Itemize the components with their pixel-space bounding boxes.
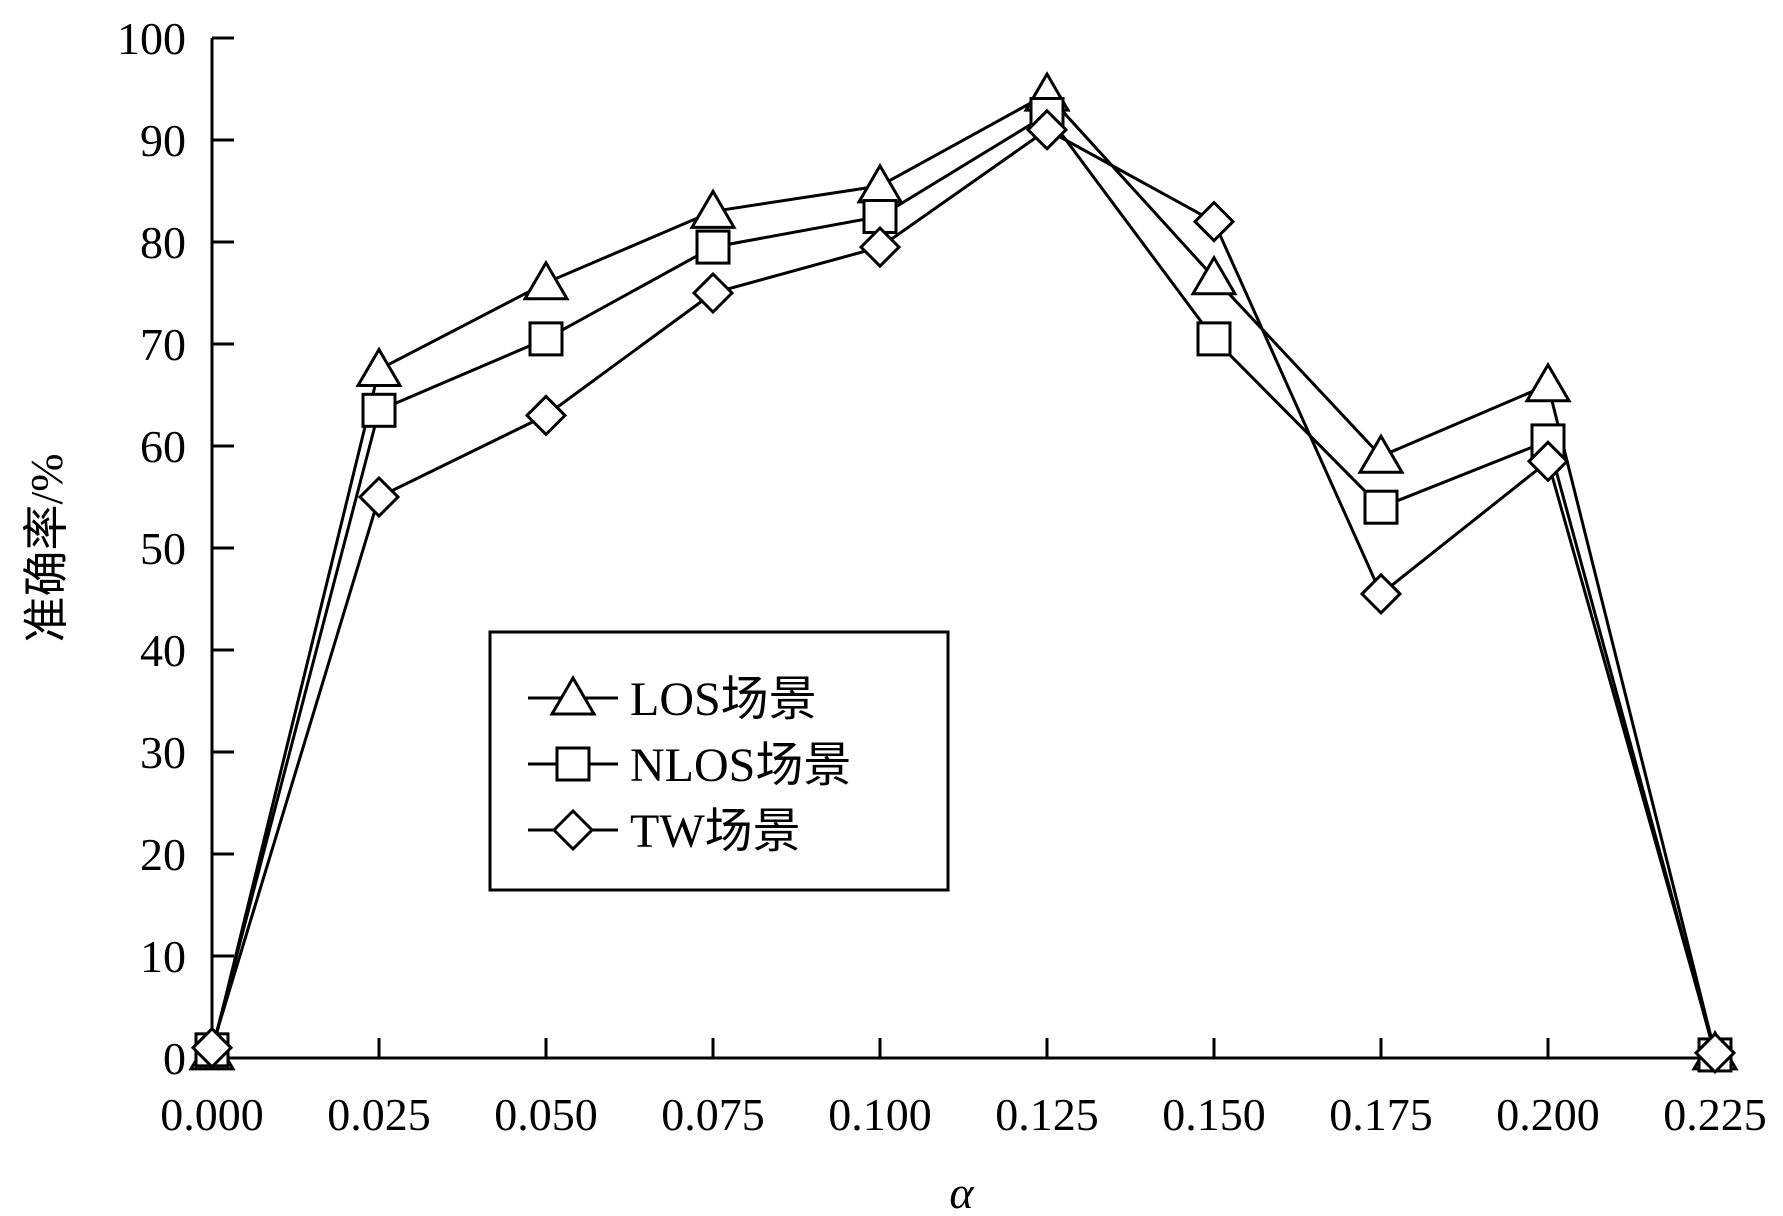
- legend: LOS场景 NLOS场景 TW场景: [488, 630, 950, 892]
- series-triangle: [188, 71, 1739, 1071]
- legend-item: TW场景: [528, 805, 801, 858]
- data-point-triangle: [689, 188, 737, 229]
- data-point-square: [361, 392, 397, 428]
- y-tick-label: 50: [140, 523, 186, 574]
- legend-label: LOS场景: [630, 673, 817, 726]
- data-point-square: [528, 321, 564, 357]
- data-point-triangle: [856, 162, 904, 204]
- data-point-diamond: [357, 475, 401, 519]
- x-tick-label: 0.125: [995, 1089, 1099, 1140]
- y-tick-label: 90: [140, 115, 186, 166]
- series-line: [210, 92, 1717, 1054]
- y-tick-label: 60: [140, 421, 186, 472]
- data-point-diamond: [1025, 108, 1069, 151]
- data-point-diamond: [1693, 1031, 1737, 1075]
- x-tick-label: 0.050: [494, 1089, 598, 1140]
- legend-item: NLOS场景: [528, 739, 851, 792]
- series-layer: [188, 71, 1739, 1075]
- data-point-triangle: [1190, 254, 1238, 296]
- y-tick-label: 100: [117, 13, 186, 64]
- data-point-square: [1363, 489, 1399, 525]
- data-point-diamond: [691, 271, 735, 315]
- x-tick-label: 0.025: [327, 1089, 431, 1140]
- series-diamond: [190, 108, 1737, 1075]
- x-tick-label: 0.200: [1496, 1089, 1600, 1140]
- y-tick-label: 0: [163, 1033, 186, 1084]
- legend-label: NLOS场景: [630, 739, 851, 792]
- data-point-triangle: [355, 346, 403, 387]
- data-point-diamond: [858, 225, 902, 269]
- legend-marker-triangle: [549, 675, 597, 716]
- y-tick-label: 20: [140, 829, 186, 880]
- x-tick-label: 0.100: [828, 1089, 932, 1140]
- series-line: [210, 112, 1717, 1056]
- legend-marker-square: [555, 746, 591, 782]
- axes: 0 10 20 30 40 50 60 70 80 90 100 0.000 0.025 0.050 0.0…: [117, 13, 1767, 1140]
- data-point-triangle: [1357, 433, 1405, 474]
- y-tick-label: 70: [140, 319, 186, 370]
- data-point-diamond: [1192, 200, 1236, 243]
- y-tick-label: 10: [140, 931, 186, 982]
- series-line: [210, 128, 1717, 1054]
- data-point-square: [1196, 321, 1232, 357]
- y-tick-label: 80: [140, 217, 186, 268]
- x-tick-label: 0.175: [1329, 1089, 1433, 1140]
- y-tick-label: 30: [140, 727, 186, 778]
- data-point-diamond: [190, 1026, 234, 1069]
- x-tick-label: 0.000: [160, 1089, 264, 1140]
- x-tick-label: 0.075: [661, 1089, 765, 1140]
- y-axis-title: 准确率/%: [21, 453, 72, 642]
- data-point-diamond: [1359, 572, 1403, 616]
- x-axis-title: α: [949, 1167, 974, 1216]
- legend-item: LOS场景: [528, 673, 817, 726]
- legend-marker-diamond: [551, 808, 595, 852]
- data-point-diamond: [1526, 440, 1570, 483]
- data-point-triangle: [1524, 361, 1572, 403]
- legend-label: TW场景: [630, 805, 801, 858]
- x-tick-label: 0.225: [1663, 1089, 1767, 1140]
- series-square: [194, 97, 1733, 1073]
- data-point-triangle: [522, 259, 570, 301]
- data-point-diamond: [524, 394, 568, 437]
- y-tick-label: 40: [140, 625, 186, 676]
- x-tick-label: 0.150: [1162, 1089, 1266, 1140]
- data-point-square: [695, 229, 731, 265]
